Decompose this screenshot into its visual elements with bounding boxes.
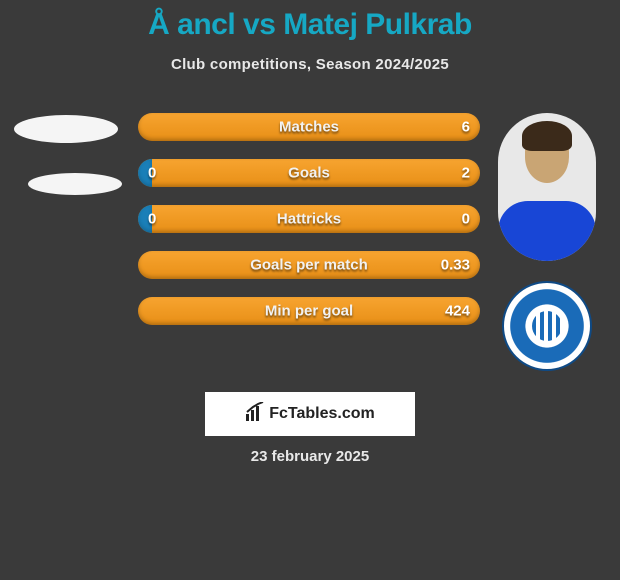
stat-label: Goals per match: [250, 257, 368, 274]
stat-label: Hattricks: [277, 211, 341, 228]
player-right-club-badge: [502, 281, 592, 371]
brand-icon: [245, 402, 265, 427]
stat-row: Matches 6: [138, 113, 480, 141]
stat-right-value: 0.33: [441, 257, 470, 274]
stat-right-value: 2: [462, 165, 470, 182]
player-left-photo-placeholder: [14, 115, 118, 143]
stat-left-value: 0: [148, 165, 156, 182]
page-subtitle: Club competitions, Season 2024/2025: [0, 56, 620, 73]
stat-label: Matches: [279, 119, 339, 136]
stat-right-value: 6: [462, 119, 470, 136]
stat-row: Goals per match 0.33: [138, 251, 480, 279]
stat-label: Min per goal: [265, 303, 353, 320]
stat-left-value: 0: [148, 211, 156, 228]
footer-brand-badge: FcTables.com: [205, 392, 415, 436]
player-hair-shape: [522, 121, 572, 151]
brand-text: FcTables.com: [269, 405, 375, 423]
stat-row: 0 Hattricks 0: [138, 205, 480, 233]
player-left-column: [8, 113, 123, 195]
stat-row: 0 Goals 2: [138, 159, 480, 187]
stat-right-value: 0: [462, 211, 470, 228]
player-right-photo: [498, 113, 596, 261]
stat-right-value: 424: [445, 303, 470, 320]
stats-bars: Matches 6 0 Goals 2 0 Hattricks 0 Goals per matc…: [138, 113, 480, 343]
stat-row: Min per goal 424: [138, 297, 480, 325]
footer-date: 23 february 2025: [251, 448, 369, 465]
page-title: Å ancl vs Matej Pulkrab: [0, 0, 620, 42]
player-left-club-placeholder: [28, 173, 122, 195]
player-right-column: [492, 113, 602, 371]
stat-label: Goals: [288, 165, 330, 182]
